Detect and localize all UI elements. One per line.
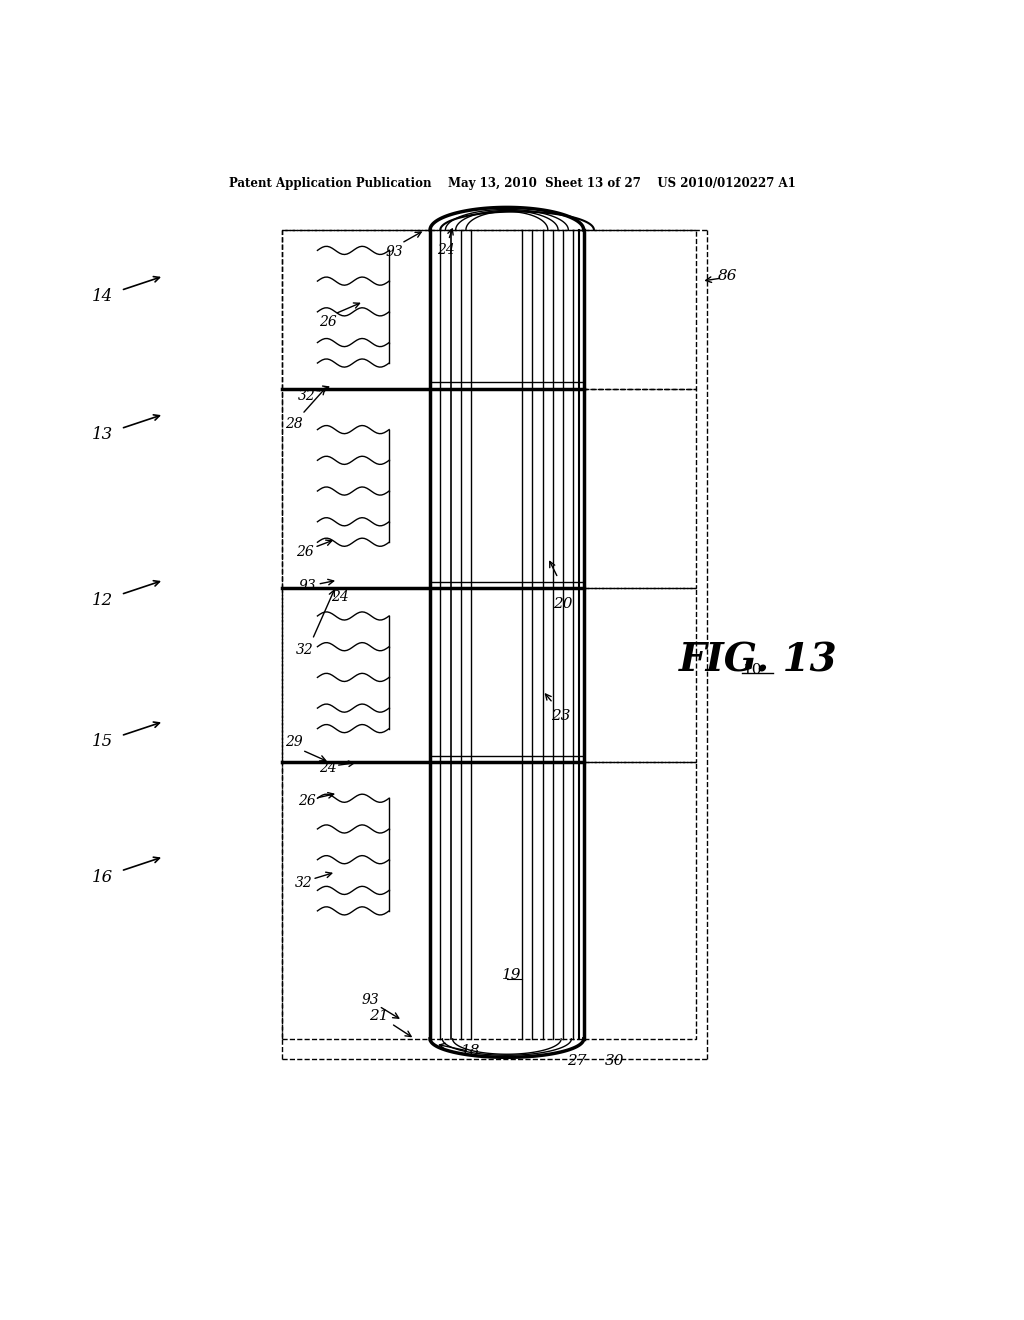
Text: 21: 21 [369,1010,389,1023]
Text: 29: 29 [285,735,303,748]
Text: 93: 93 [385,246,403,260]
Text: 28: 28 [285,417,303,432]
Text: FIG. 13: FIG. 13 [679,642,837,678]
Text: 12: 12 [92,593,113,609]
Text: 20: 20 [553,597,573,611]
Text: 32: 32 [296,643,314,657]
Text: 93: 93 [298,579,316,593]
Text: 23: 23 [551,709,571,723]
Text: 26: 26 [318,315,337,329]
Text: 26: 26 [296,545,314,560]
Text: 30: 30 [604,1055,625,1068]
Text: 86: 86 [717,269,737,282]
Text: 24: 24 [436,243,455,257]
Text: 13: 13 [92,426,113,444]
Text: Patent Application Publication    May 13, 2010  Sheet 13 of 27    US 2010/012022: Patent Application Publication May 13, 2… [228,177,796,190]
Text: 24: 24 [331,590,349,603]
Text: 24: 24 [318,760,337,775]
Text: 16: 16 [92,869,113,886]
Text: 93: 93 [361,993,380,1007]
Text: 10: 10 [742,663,762,677]
Text: 14: 14 [92,288,113,305]
Text: 32: 32 [295,876,313,890]
Text: 27: 27 [566,1055,587,1068]
Text: 18: 18 [461,1044,481,1059]
Text: 32: 32 [298,389,316,403]
Text: 15: 15 [92,734,113,750]
Text: 19: 19 [502,969,522,982]
Text: 26: 26 [298,795,316,808]
